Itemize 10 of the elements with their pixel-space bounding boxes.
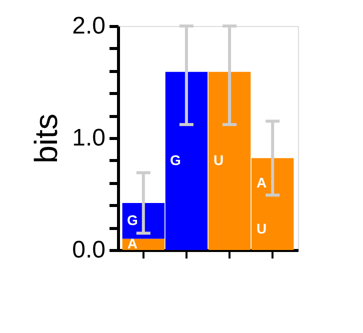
data-label: U — [213, 152, 224, 168]
data-label: G — [126, 212, 138, 228]
y-tick-label: 2.0 — [72, 12, 106, 40]
data-label: G — [170, 152, 182, 168]
data-label: A — [127, 235, 138, 252]
y-axis-title: bits — [28, 114, 64, 164]
y-tick-label: 1.0 — [72, 124, 106, 152]
y-tick-label: 0.0 — [72, 236, 106, 264]
data-label: A — [256, 174, 267, 190]
data-label: U — [256, 220, 267, 236]
